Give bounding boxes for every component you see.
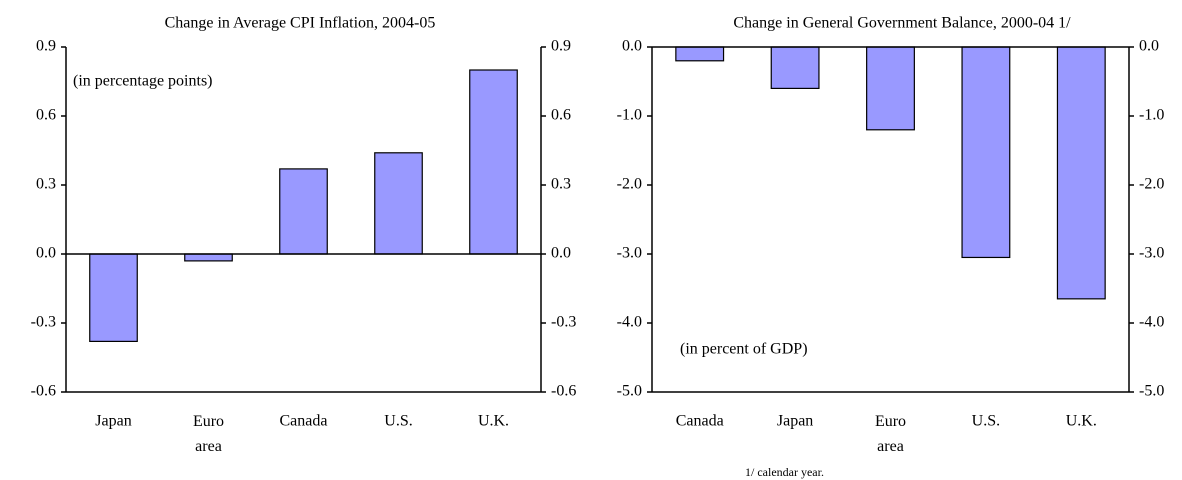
y2-tick-label: -2.0: [1139, 176, 1164, 193]
y-tick-label: 0.9: [36, 38, 56, 55]
bar: [866, 46, 915, 131]
y2-tick-label: 0.0: [1139, 38, 1159, 55]
y2-tick-label: -0.6: [551, 383, 576, 400]
y2-tick-label: -1.0: [1139, 107, 1164, 124]
y-tick-label: 0.0: [36, 245, 56, 262]
x-tick-label: Canada: [280, 413, 328, 430]
y2-tick-label: 0.3: [551, 176, 571, 193]
x-tick-label: U.K.: [478, 413, 509, 430]
footnote: 1/ calendar year.: [745, 465, 824, 479]
chart-title: Change in Average CPI Inflation, 2004-05: [165, 15, 436, 32]
y-tick-label: 0.0: [622, 38, 642, 55]
y2-tick-label: -4.0: [1139, 314, 1164, 331]
bar: [184, 253, 233, 262]
y2-tick-label: -3.0: [1139, 245, 1164, 262]
bar: [279, 168, 328, 255]
y2-tick-label: 0.6: [551, 107, 571, 124]
x-tick-label: Japan: [95, 413, 131, 430]
y-tick-label: -0.6: [31, 383, 56, 400]
x-tick-label: Euro area: [193, 413, 224, 455]
x-tick-label: Japan: [777, 413, 813, 430]
annotation: (in percentage points): [73, 73, 213, 90]
y-tick-label: -2.0: [617, 176, 642, 193]
bar: [961, 46, 1011, 259]
y-tick-label: 0.6: [36, 107, 56, 124]
y-tick-label: -1.0: [617, 107, 642, 124]
bar: [374, 152, 423, 255]
y2-tick-label: 0.9: [551, 38, 571, 55]
y2-tick-label: 0.0: [551, 245, 571, 262]
bar: [770, 46, 820, 90]
x-tick-label: U.S.: [384, 413, 412, 430]
x-tick-label: Euro area: [875, 413, 906, 455]
y-tick-label: -0.3: [31, 314, 56, 331]
x-tick-label: U.K.: [1066, 413, 1097, 430]
x-tick-label: Canada: [676, 413, 724, 430]
y-tick-label: -4.0: [617, 314, 642, 331]
chart-title: Change in General Government Balance, 20…: [733, 15, 1071, 32]
y-tick-label: 0.3: [36, 176, 56, 193]
y-tick-label: -5.0: [617, 383, 642, 400]
bar: [469, 69, 518, 255]
annotation: (in percent of GDP): [680, 341, 808, 358]
x-tick-label: U.S.: [972, 413, 1000, 430]
y-tick-label: -3.0: [617, 245, 642, 262]
bar: [675, 46, 725, 62]
bar: [89, 253, 138, 343]
bar: [1056, 46, 1106, 300]
y2-tick-label: -0.3: [551, 314, 576, 331]
y2-tick-label: -5.0: [1139, 383, 1164, 400]
